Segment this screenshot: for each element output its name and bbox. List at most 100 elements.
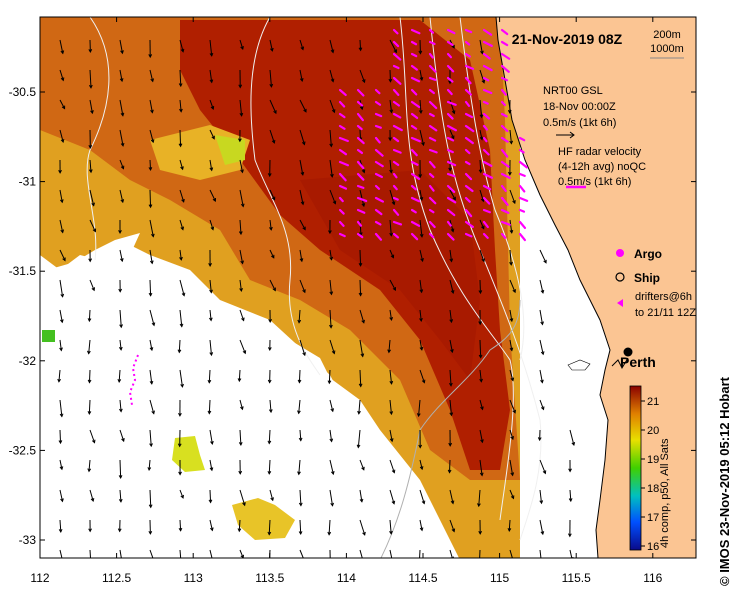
model-arrowhead bbox=[88, 49, 93, 53]
sst-patch-west bbox=[42, 330, 55, 342]
radar-vector bbox=[410, 220, 421, 227]
model-arrow bbox=[179, 39, 184, 52]
model-arrow bbox=[359, 189, 365, 207]
radar-vector bbox=[428, 88, 435, 95]
radar-vector bbox=[428, 220, 436, 229]
radar-vector bbox=[464, 220, 475, 229]
radar-vector bbox=[392, 196, 399, 201]
model-arrowhead bbox=[418, 444, 423, 449]
radar-vector bbox=[518, 184, 526, 193]
model-arrow bbox=[509, 249, 512, 265]
model-arrowhead bbox=[508, 171, 512, 176]
model-arrow bbox=[389, 489, 395, 504]
radar-vector bbox=[356, 160, 365, 170]
radar-vector bbox=[464, 184, 474, 193]
model-arrowhead bbox=[478, 169, 483, 174]
sst-colorbar: 21 20 19 18 17 16 4h comp, p50, All Sats bbox=[629, 385, 671, 553]
model-arrowhead bbox=[450, 290, 455, 295]
radar-vector bbox=[392, 232, 400, 239]
colorbar-gradient bbox=[629, 385, 642, 551]
model-arrowhead bbox=[419, 289, 424, 294]
drifter-symbol bbox=[617, 299, 623, 307]
model-arrowhead bbox=[208, 499, 213, 504]
model-arrow bbox=[269, 69, 272, 87]
radar-vector bbox=[356, 220, 363, 227]
radar-vector bbox=[482, 160, 493, 167]
radar-vector bbox=[446, 160, 457, 167]
model-arrow bbox=[179, 189, 185, 203]
model-arrowhead bbox=[207, 379, 212, 384]
model-arrow bbox=[359, 129, 362, 141]
radar-vector bbox=[464, 172, 473, 181]
model-arrow bbox=[88, 369, 91, 383]
radar-vector bbox=[410, 64, 418, 71]
model-arrowhead bbox=[178, 412, 182, 417]
model-legend-arrowhead bbox=[569, 131, 575, 139]
model-arrowhead bbox=[421, 500, 426, 505]
radar-vector bbox=[410, 124, 418, 130]
model-arrow bbox=[389, 249, 394, 258]
radar-vector bbox=[374, 220, 382, 226]
model-arrow bbox=[59, 339, 62, 351]
model-arrow bbox=[179, 249, 182, 260]
model-arrowhead bbox=[449, 258, 454, 263]
radar-vector bbox=[338, 172, 347, 182]
model-arrowhead bbox=[181, 292, 186, 297]
model-arrowhead bbox=[299, 78, 304, 83]
radar-vector bbox=[500, 220, 511, 226]
radar-vector bbox=[338, 124, 346, 130]
perth-marker bbox=[623, 347, 633, 357]
model-arrowhead bbox=[389, 380, 394, 385]
model-arrow bbox=[119, 339, 122, 350]
radar-vector bbox=[464, 76, 472, 85]
model-arrow bbox=[59, 69, 64, 81]
model-arrowhead bbox=[269, 226, 273, 231]
radar-vector bbox=[410, 76, 421, 83]
model-arrow bbox=[359, 489, 363, 502]
model-arrow bbox=[509, 549, 513, 558]
radar-vector bbox=[518, 160, 528, 169]
drifters-label-line2: to 21/11 12Z bbox=[635, 307, 696, 319]
model-arrowhead bbox=[330, 502, 334, 507]
model-arrowhead bbox=[418, 50, 423, 55]
model-arrowhead bbox=[448, 382, 453, 387]
model-arrow bbox=[269, 249, 275, 259]
model-arrow bbox=[449, 249, 453, 262]
model-arrow bbox=[239, 219, 242, 235]
model-arrowhead bbox=[540, 561, 543, 564]
model-arrow bbox=[179, 519, 182, 531]
model-arrowhead bbox=[117, 528, 122, 533]
model-arrowhead bbox=[297, 379, 302, 384]
model-arrow bbox=[59, 249, 66, 261]
model-arrowhead bbox=[240, 169, 244, 174]
model-arrowhead bbox=[209, 467, 214, 472]
sst-green-patch bbox=[215, 135, 245, 165]
model-arrow bbox=[509, 189, 516, 204]
model-arrow bbox=[509, 279, 516, 293]
model-arrow bbox=[149, 249, 153, 264]
model-arrow bbox=[59, 129, 64, 143]
radar-vector bbox=[500, 76, 509, 82]
model-arrow bbox=[449, 279, 454, 294]
radar-vector bbox=[428, 232, 435, 239]
model-arrow bbox=[179, 549, 182, 558]
model-arrow bbox=[89, 279, 95, 291]
radar-vector bbox=[446, 208, 456, 217]
coast-contour-grey bbox=[380, 299, 521, 558]
model-arrowhead bbox=[537, 437, 542, 442]
model-arrow bbox=[239, 279, 242, 291]
model-arrowhead bbox=[120, 199, 125, 204]
model-arrowhead bbox=[330, 408, 335, 413]
model-legend-line2: 18-Nov 00:00Z bbox=[543, 101, 616, 113]
model-arrow bbox=[89, 219, 96, 232]
model-arrow bbox=[89, 189, 95, 206]
model-arrow bbox=[179, 369, 183, 387]
model-arrowhead bbox=[480, 406, 484, 411]
radar-vector bbox=[464, 112, 474, 119]
model-legend-line3: 0.5m/s (1kt 6h) bbox=[543, 117, 616, 129]
model-arrowhead bbox=[120, 50, 124, 55]
x-axis: 112 112.5 113 113.5 114 114.5 115 115.5 116 bbox=[30, 17, 663, 585]
model-arrowhead bbox=[451, 44, 455, 49]
radar-vector bbox=[428, 76, 437, 82]
model-arrow bbox=[179, 219, 184, 230]
